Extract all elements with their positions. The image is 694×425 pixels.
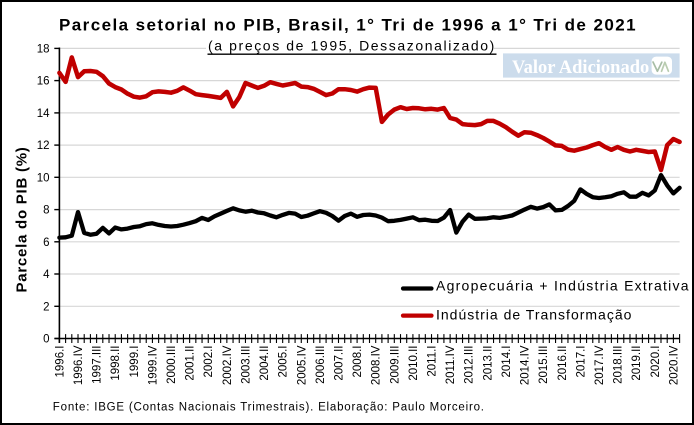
svg-text:2005.IV: 2005.IV	[296, 345, 308, 385]
svg-text:1997.III: 1997.III	[92, 346, 104, 384]
svg-text:2012.III: 2012.III	[464, 346, 476, 384]
svg-text:2002.I: 2002.I	[203, 346, 215, 378]
svg-text:2004.II: 2004.II	[259, 346, 271, 381]
svg-text:1996.I: 1996.I	[54, 346, 66, 378]
svg-text:6: 6	[43, 237, 49, 249]
svg-text:2014.I: 2014.I	[501, 346, 513, 378]
svg-text:14: 14	[37, 108, 50, 120]
svg-text:2006.III: 2006.III	[315, 346, 327, 384]
svg-text:2: 2	[43, 301, 49, 313]
svg-text:2018.III: 2018.III	[613, 346, 625, 384]
svg-text:1996.IV: 1996.IV	[73, 345, 85, 385]
svg-text:2019.II: 2019.II	[631, 346, 643, 381]
svg-text:Agropecuária + Indústria Extra: Agropecuária + Indústria Extrativa	[436, 278, 690, 294]
svg-text:2008.IV: 2008.IV	[371, 345, 383, 385]
svg-text:2009.III: 2009.III	[389, 346, 401, 384]
svg-text:1999.IV: 1999.IV	[147, 345, 159, 385]
svg-text:8: 8	[43, 205, 49, 217]
svg-text:2020.IV: 2020.IV	[668, 345, 680, 385]
svg-text:2017.I: 2017.I	[575, 346, 587, 378]
svg-text:2016.II: 2016.II	[557, 346, 569, 381]
svg-text:2007.II: 2007.II	[334, 346, 346, 381]
svg-text:2011.I: 2011.I	[427, 346, 439, 377]
svg-text:0: 0	[43, 334, 49, 346]
svg-text:2010.II: 2010.II	[408, 346, 420, 381]
svg-text:2015.III: 2015.III	[538, 346, 550, 384]
svg-text:2020.I: 2020.I	[650, 346, 662, 378]
svg-text:18: 18	[37, 44, 50, 56]
svg-text:1998.II: 1998.II	[110, 346, 122, 381]
svg-text:2002.IV: 2002.IV	[222, 345, 234, 385]
svg-text:16: 16	[37, 76, 50, 88]
svg-text:Valor Adicionado: Valor Adicionado	[512, 58, 649, 78]
svg-text:10: 10	[37, 172, 50, 184]
svg-text:2017.IV: 2017.IV	[594, 345, 606, 385]
svg-text:12: 12	[37, 140, 50, 152]
svg-text:2003.III: 2003.III	[241, 346, 253, 384]
svg-text:Indústria de Transformação: Indústria de Transformação	[436, 307, 632, 323]
svg-text:2011.IV: 2011.IV	[445, 345, 457, 384]
svg-text:2001.II: 2001.II	[185, 346, 197, 381]
svg-text:2014.IV: 2014.IV	[520, 345, 532, 385]
svg-text:2008.I: 2008.I	[352, 346, 364, 378]
svg-text:4: 4	[43, 269, 50, 281]
svg-text:2013.II: 2013.II	[482, 346, 494, 381]
svg-text:(a preços de 1995, Dessazonali: (a preços de 1995, Dessazonalizado)	[208, 38, 496, 54]
svg-text:Parcela do PIB (%): Parcela do PIB (%)	[14, 146, 31, 292]
svg-text:2005.I: 2005.I	[278, 346, 290, 378]
svg-text:Parcela setorial no PIB, Brasi: Parcela setorial no PIB, Brasil, 1° Tri …	[59, 15, 637, 34]
svg-text:Fonte: IBGE (Contas Nacionais: Fonte: IBGE (Contas Nacionais Trimestrai…	[53, 401, 485, 413]
svg-text:2000.III: 2000.III	[166, 346, 178, 384]
svg-text:1999.I: 1999.I	[129, 346, 141, 378]
